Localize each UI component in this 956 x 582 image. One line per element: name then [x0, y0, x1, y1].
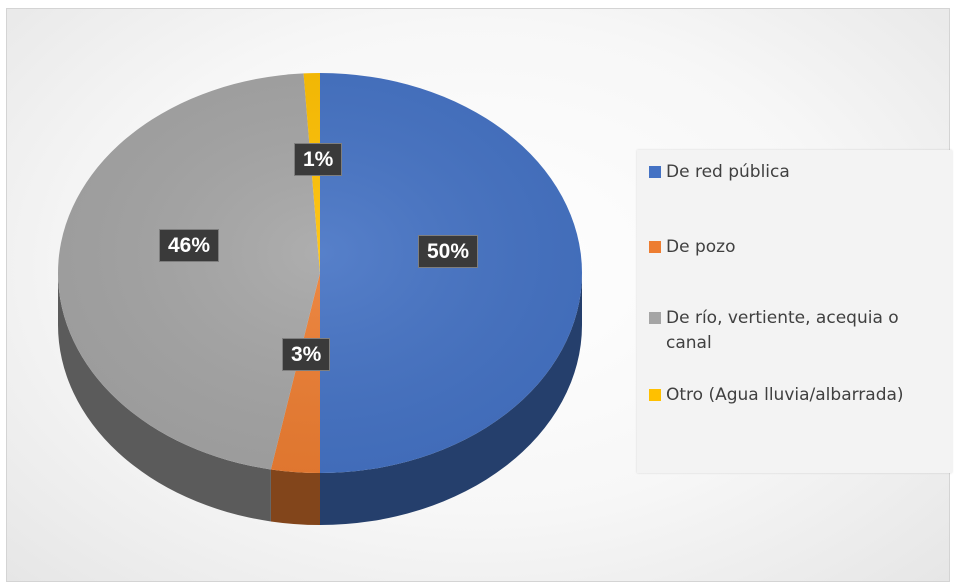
legend-item-pozo: De pozo	[649, 235, 944, 260]
legend-item-otro: Otro (Agua lluvia/albarrada)	[649, 383, 944, 408]
legend-label: De río, vertiente, acequia o canal	[666, 308, 899, 353]
pie-side-de-red-publica	[320, 273, 582, 525]
legend-swatch-icon	[649, 166, 661, 178]
legend-label: Otro (Agua lluvia/albarrada)	[666, 385, 904, 405]
legend-item-rio: De río, vertiente, acequia o canal	[649, 306, 944, 355]
legend-swatch-icon	[649, 312, 661, 324]
pie-shading	[58, 73, 582, 473]
data-label-red-publica: 50%	[418, 235, 479, 268]
data-label-rio: 46%	[159, 229, 220, 262]
legend: De red pública De pozo De río, vertiente…	[637, 150, 952, 473]
pie-side-de-rio-vertiente-acequia-o-canal	[58, 273, 271, 522]
pie-side-de-pozo	[270, 469, 320, 525]
legend-swatch-icon	[649, 389, 661, 401]
data-label-otro: 1%	[294, 143, 343, 176]
legend-label: De red pública	[666, 162, 790, 182]
legend-swatch-icon	[649, 241, 661, 253]
data-label-pozo: 3%	[282, 338, 331, 371]
legend-item-red-publica: De red pública	[649, 160, 944, 185]
legend-label: De pozo	[666, 237, 736, 257]
